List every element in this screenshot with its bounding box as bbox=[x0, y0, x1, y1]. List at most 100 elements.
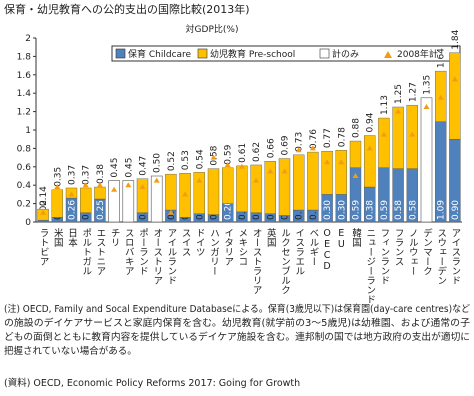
x-tick-label: フィンランド bbox=[378, 228, 389, 285]
x-tick-label: ベルギー bbox=[307, 228, 319, 266]
preschool-bar bbox=[94, 186, 106, 200]
x-tick-label: アイスランド bbox=[449, 228, 461, 285]
x-tick-label: アイルランド bbox=[165, 228, 177, 285]
marker-2008 bbox=[96, 182, 103, 188]
preschool-bar bbox=[51, 189, 63, 218]
marker-2008 bbox=[295, 147, 302, 153]
y-tick-label: 1.2 bbox=[17, 108, 31, 118]
total-label: 0.66 bbox=[266, 138, 276, 158]
total-label: 0.76 bbox=[309, 129, 319, 149]
x-tick-label: EU bbox=[336, 228, 347, 250]
preschool-bar bbox=[207, 168, 220, 215]
x-tick-label: ラトビア bbox=[38, 228, 49, 266]
chart-title: 保育・幼児教育への公的支出の国際比較(2013年) bbox=[4, 2, 250, 16]
childcare-label: 0.30 bbox=[323, 200, 333, 220]
total-label: 1.13 bbox=[380, 95, 390, 115]
note-line: どもの面倒とともに教育内容を提供しているデイケア施設を含む。連邦制の国では地方政… bbox=[4, 331, 470, 343]
total-label: 0.54 bbox=[195, 149, 205, 169]
preschool-bar bbox=[193, 172, 206, 214]
preschool-bar bbox=[321, 150, 333, 195]
total-label: 0.52 bbox=[167, 151, 177, 171]
total-label: 0.77 bbox=[323, 128, 333, 148]
note-line: の施設のデイケアサービスと家庭内保育を含む。幼児教育(就学前の3～5歳児)は幼稚… bbox=[4, 317, 471, 329]
x-tick-label: デンマーク bbox=[421, 227, 433, 275]
total-only-bar bbox=[420, 97, 433, 223]
legend-swatch bbox=[319, 48, 330, 59]
x-tick-label: スロバキア bbox=[123, 228, 135, 276]
y-tick-label: 1.4 bbox=[17, 89, 32, 99]
total-only-bar bbox=[150, 175, 163, 223]
marker-2008 bbox=[267, 168, 274, 174]
marker-2008 bbox=[338, 159, 345, 165]
childcare-label: 0.25 bbox=[96, 200, 106, 220]
marker-2008 bbox=[395, 108, 402, 114]
y-tick-label: 0.4 bbox=[17, 181, 32, 191]
marker-2008 bbox=[281, 168, 288, 174]
total-label: 1.27 bbox=[408, 82, 418, 102]
total-label: 0.53 bbox=[181, 150, 191, 170]
x-tick-label: オーストラリア bbox=[251, 228, 263, 295]
childcare-label: 0.38 bbox=[366, 200, 376, 220]
y-tick-label: 0.8 bbox=[17, 144, 32, 154]
total-label: 0.73 bbox=[295, 132, 305, 152]
childcare-label: 0.58 bbox=[408, 200, 418, 220]
y-tick-label: 0.6 bbox=[17, 163, 32, 173]
marker-2008 bbox=[366, 145, 373, 151]
preschool-bar bbox=[264, 161, 276, 214]
preschool-bar bbox=[165, 173, 177, 211]
childcare-label: 0.58 bbox=[394, 200, 404, 220]
x-tick-label: ポルトガル bbox=[80, 228, 92, 276]
x-tick-label: イスラエル bbox=[293, 228, 305, 276]
marker-2008 bbox=[125, 182, 132, 188]
preschool-bar bbox=[406, 104, 418, 169]
marker-2008 bbox=[153, 177, 160, 183]
preschool-bar bbox=[392, 106, 404, 169]
legend-label: 幼児教育 Pre-school bbox=[210, 48, 295, 60]
total-label: 0.69 bbox=[281, 135, 291, 155]
marker-2008 bbox=[451, 76, 458, 82]
total-only-bar bbox=[122, 180, 135, 223]
preschool-bar bbox=[236, 165, 248, 213]
total-label: 1.35 bbox=[423, 75, 433, 95]
total-label: 0.59 bbox=[224, 144, 234, 164]
legend-label: 計のみ bbox=[332, 48, 359, 60]
x-tick-label: ニュージーランド bbox=[364, 228, 376, 304]
preschool-bar bbox=[136, 178, 149, 213]
childcare-label: 0.26 bbox=[68, 200, 78, 220]
x-tick-label: ルクセンブルク bbox=[279, 228, 291, 295]
x-tick-label: オーストリア bbox=[151, 228, 163, 285]
x-tick-label: ハンガリー bbox=[208, 228, 220, 276]
marker-2008 bbox=[253, 177, 260, 183]
preschool-bar bbox=[378, 117, 390, 168]
marker-2008 bbox=[68, 191, 75, 197]
x-tick-label: スウェーデン bbox=[435, 228, 447, 285]
x-tick-label: イタリア bbox=[222, 228, 234, 266]
legend-swatch bbox=[384, 51, 392, 58]
preschool-bar bbox=[307, 151, 319, 211]
childcare-label: 0.20 bbox=[224, 200, 234, 220]
childcare-label: 0.30 bbox=[337, 200, 347, 220]
total-label: 1.25 bbox=[394, 84, 404, 104]
x-tick-label: 日本 bbox=[66, 228, 78, 248]
x-tick-label: ポーランド bbox=[137, 228, 149, 276]
x-tick-label: メキシコ bbox=[236, 228, 247, 266]
y-tick-label: 1.8 bbox=[17, 52, 32, 62]
childcare-label: 0.59 bbox=[380, 200, 390, 220]
preschool-bar bbox=[364, 135, 376, 188]
marker-2008 bbox=[196, 177, 203, 183]
preschool-bar bbox=[349, 140, 362, 168]
y-tick-label: 0.2 bbox=[17, 200, 31, 210]
x-tick-label: 英国 bbox=[265, 227, 277, 248]
total-label: 0.58 bbox=[210, 145, 220, 165]
y-tick-label: 0 bbox=[25, 218, 31, 228]
total-label: 0.37 bbox=[68, 165, 78, 185]
childcare-label: 0.59 bbox=[352, 200, 362, 220]
total-only-bar bbox=[108, 180, 120, 223]
x-tick-label: ノルウェー bbox=[407, 228, 419, 276]
marker-2008 bbox=[238, 163, 245, 169]
marker-2008 bbox=[409, 131, 416, 137]
total-label: 0.94 bbox=[366, 112, 376, 132]
total-label: 1.84 bbox=[451, 29, 461, 49]
preschool-bar bbox=[293, 154, 305, 211]
